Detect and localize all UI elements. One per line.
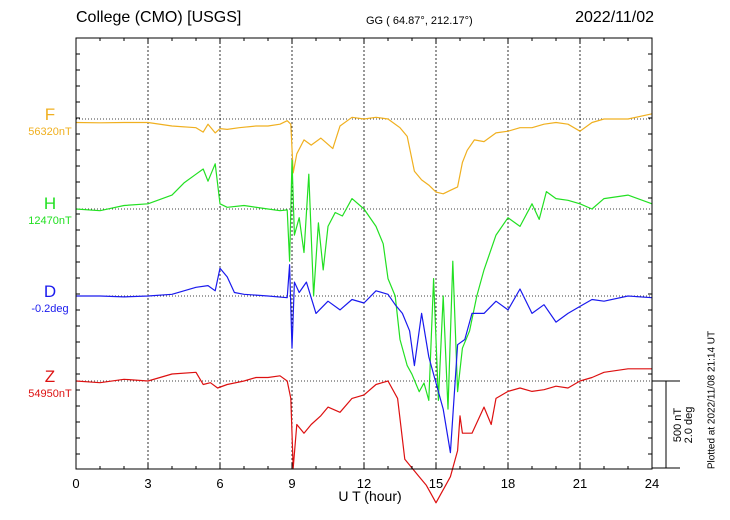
baseline-value-H: 12470nT [28,215,72,227]
x-tick-label: 18 [501,476,515,491]
scale-bar: 500 nT 2.0 deg [652,380,695,469]
series-line-H [75,159,653,410]
component-label-H: H [43,194,57,213]
component-label-F: F [44,105,56,124]
baseline-value-F: 56320nT [28,126,72,138]
series-line-F [75,113,653,195]
series-line-D [76,264,653,454]
series-line-Z [75,368,652,504]
component-label-Z: Z [44,367,56,386]
x-tick-label: 6 [216,476,223,491]
plotted-timestamp: Plotted at 2022/11/08 21:14 UT [706,330,718,470]
x-tick-label: 21 [573,476,587,491]
grid-lines [147,38,581,469]
x-ticks: 0 3 6 9 12 15 18 21 24 [72,38,659,491]
series-lines [75,113,653,504]
x-tick-label: 9 [288,476,295,491]
baseline-value-Z: 54950nT [28,388,72,400]
x-tick-label: 15 [429,476,443,491]
station-title: College (CMO) [USGS] [76,9,242,26]
baseline-value-D: -0.2deg [31,303,69,315]
x-tick-label: 12 [357,476,371,491]
scale-bar-nt-label: 500 nT [672,408,684,443]
x-axis-label: U T (hour) [338,488,402,504]
component-label-D: D [43,282,57,301]
scale-bar-deg-label: 2.0 deg [683,407,695,444]
x-tick-label: 24 [645,476,659,491]
x-tick-label: 3 [144,476,151,491]
x-tick-label: 0 [72,476,79,491]
date-label: 2022/11/02 [575,9,654,26]
station-coordinates: GG ( 64.87°, 212.17°) [366,15,473,27]
